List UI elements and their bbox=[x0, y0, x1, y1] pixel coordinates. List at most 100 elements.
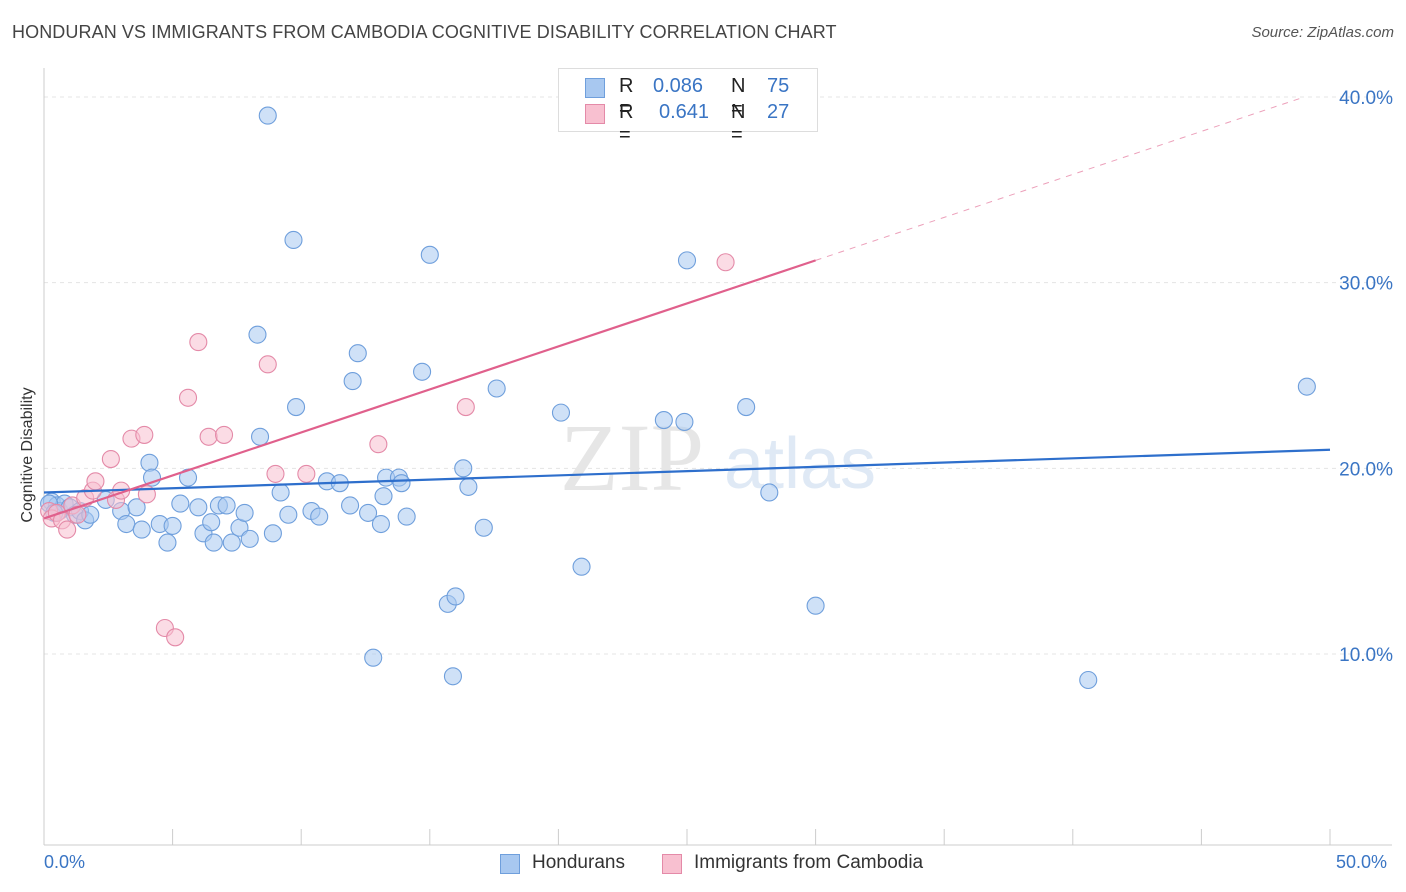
data-point bbox=[456, 398, 475, 417]
data-point bbox=[364, 648, 383, 667]
data-point bbox=[374, 487, 393, 506]
data-point bbox=[240, 529, 259, 548]
legend-n-label: N = bbox=[731, 101, 746, 146]
legend-swatch-hondurans bbox=[585, 78, 605, 98]
data-point bbox=[271, 483, 290, 502]
data-point bbox=[222, 533, 241, 552]
legend-n-label: N = bbox=[731, 75, 746, 120]
data-point bbox=[392, 474, 411, 493]
data-point bbox=[760, 483, 779, 502]
legend-r-label: R = bbox=[619, 75, 634, 120]
data-point bbox=[359, 503, 378, 522]
data-point bbox=[163, 516, 182, 535]
data-point bbox=[369, 435, 388, 454]
series-hondurans bbox=[40, 106, 1316, 690]
data-point bbox=[235, 503, 254, 522]
data-point bbox=[166, 628, 185, 647]
grid-lines bbox=[44, 96, 1392, 655]
watermark: ZIP atlas bbox=[560, 404, 876, 511]
data-point bbox=[178, 388, 198, 407]
data-point bbox=[371, 514, 390, 534]
data-point bbox=[1297, 377, 1316, 396]
trend-line-cambodia bbox=[43, 259, 816, 520]
data-point bbox=[446, 587, 465, 606]
data-point bbox=[420, 245, 439, 264]
data-point bbox=[250, 427, 270, 446]
data-point bbox=[454, 459, 473, 478]
data-point bbox=[806, 596, 825, 615]
data-point bbox=[266, 464, 285, 483]
data-point bbox=[654, 411, 673, 430]
data-point bbox=[737, 398, 756, 417]
data-point bbox=[140, 453, 159, 472]
data-point bbox=[487, 379, 506, 398]
bottom-legend-label-cambodia: Immigrants from Cambodia bbox=[694, 852, 924, 873]
data-point bbox=[572, 557, 591, 576]
data-point bbox=[341, 496, 360, 515]
data-point bbox=[284, 230, 303, 250]
data-point bbox=[297, 464, 316, 483]
bottom-legend-swatch-hondurans bbox=[500, 854, 520, 874]
data-point bbox=[677, 251, 697, 270]
data-point bbox=[343, 372, 362, 391]
data-point bbox=[202, 513, 221, 532]
data-point bbox=[248, 325, 267, 344]
data-point bbox=[214, 425, 234, 444]
data-point bbox=[171, 494, 190, 513]
legend-n-value: 75 bbox=[767, 75, 790, 97]
watermark-atlas: atlas bbox=[724, 424, 876, 504]
bottom-legend-swatch-cambodia bbox=[662, 854, 682, 874]
y-tick-label: 30.0% bbox=[1339, 274, 1393, 295]
data-point bbox=[258, 355, 277, 374]
data-point bbox=[310, 507, 329, 526]
data-point bbox=[459, 477, 478, 496]
data-point bbox=[1079, 670, 1098, 690]
data-point bbox=[397, 507, 416, 526]
trend-lines bbox=[43, 96, 1331, 520]
x-tick-min: 0.0% bbox=[44, 852, 86, 872]
data-point bbox=[675, 412, 694, 431]
data-point bbox=[86, 472, 105, 491]
x-tick-max: 50.0% bbox=[1336, 852, 1388, 872]
legend-n-value: 27 bbox=[767, 101, 790, 123]
data-point bbox=[413, 362, 432, 381]
data-point bbox=[551, 403, 571, 422]
data-point bbox=[117, 514, 136, 534]
data-point bbox=[199, 427, 218, 446]
data-point bbox=[101, 449, 120, 469]
data-point bbox=[178, 468, 198, 487]
trend-line-hondurans bbox=[43, 448, 1331, 494]
chart-title: HONDURAN VS IMMIGRANTS FROM CAMBODIA COG… bbox=[12, 22, 837, 42]
data-point bbox=[204, 533, 223, 552]
legend-r-value: 0.086 bbox=[653, 75, 704, 97]
data-point bbox=[189, 333, 208, 352]
trend-extension-cambodia bbox=[815, 96, 1305, 261]
data-point bbox=[716, 253, 735, 272]
data-point bbox=[58, 520, 77, 539]
data-point bbox=[474, 518, 493, 537]
data-point bbox=[217, 496, 236, 515]
y-tick-label: 40.0% bbox=[1339, 88, 1393, 109]
legend-r-value: 0.641 bbox=[659, 101, 710, 123]
bottom-legend-label-hondurans: Hondurans bbox=[532, 852, 625, 873]
data-point bbox=[135, 425, 154, 444]
y-tick-label: 20.0% bbox=[1339, 459, 1393, 480]
legend-swatch-cambodia bbox=[585, 104, 605, 124]
data-point bbox=[127, 498, 146, 517]
legend-r-label: R = bbox=[619, 101, 634, 146]
data-point bbox=[279, 505, 298, 524]
source-label: Source: ZipAtlas.com bbox=[1251, 24, 1394, 41]
y-tick-labels: 10.0% 20.0% 30.0% 40.0% bbox=[1339, 88, 1393, 666]
data-point bbox=[348, 344, 367, 363]
data-point bbox=[132, 520, 151, 539]
data-point bbox=[443, 667, 462, 686]
data-point bbox=[158, 533, 177, 552]
y-tick-label: 10.0% bbox=[1339, 645, 1393, 666]
data-point bbox=[287, 398, 306, 417]
axes bbox=[43, 68, 1392, 846]
data-point bbox=[189, 498, 208, 517]
legend: R = 0.086 N = 75 R = 0.641 N = 27 bbox=[558, 68, 818, 146]
data-point bbox=[263, 524, 282, 543]
data-point bbox=[258, 106, 277, 125]
